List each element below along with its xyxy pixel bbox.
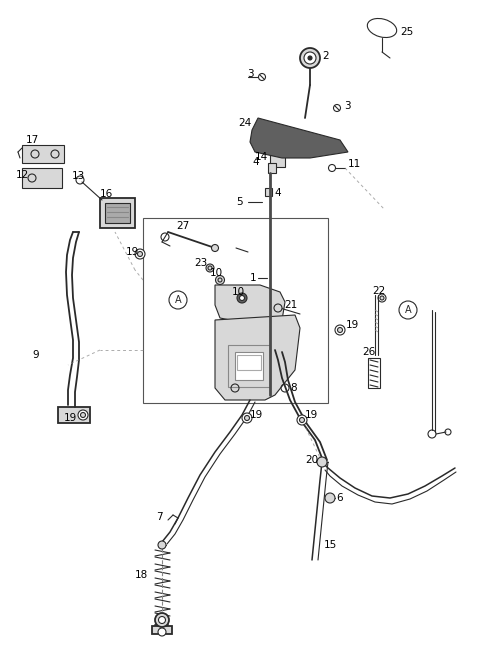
Bar xyxy=(58,407,90,423)
Text: 26: 26 xyxy=(362,347,375,357)
Circle shape xyxy=(78,410,88,420)
Text: 13: 13 xyxy=(72,171,85,181)
Circle shape xyxy=(300,417,304,422)
Bar xyxy=(235,352,263,380)
Text: 19: 19 xyxy=(346,320,359,330)
Bar xyxy=(152,626,172,634)
Text: 1: 1 xyxy=(250,273,257,283)
Bar xyxy=(268,163,276,173)
Circle shape xyxy=(240,295,244,301)
Circle shape xyxy=(335,325,345,335)
Circle shape xyxy=(158,616,166,623)
Text: 19: 19 xyxy=(64,413,77,423)
Bar xyxy=(22,145,64,163)
Circle shape xyxy=(206,264,214,272)
Text: 14: 14 xyxy=(255,152,268,162)
Bar xyxy=(100,198,135,228)
Text: 3: 3 xyxy=(344,101,350,111)
Circle shape xyxy=(135,249,145,259)
Text: 9: 9 xyxy=(32,350,38,360)
Text: 18: 18 xyxy=(135,570,148,580)
Polygon shape xyxy=(250,118,348,158)
Text: 10: 10 xyxy=(210,268,223,278)
Circle shape xyxy=(274,304,282,312)
Polygon shape xyxy=(215,285,285,325)
Circle shape xyxy=(304,52,316,64)
Text: 17: 17 xyxy=(26,135,39,145)
Text: 27: 27 xyxy=(176,221,189,231)
Text: 20: 20 xyxy=(305,455,318,465)
Text: 21: 21 xyxy=(284,300,297,310)
Text: 24: 24 xyxy=(238,118,251,128)
Text: 19: 19 xyxy=(250,410,263,420)
Circle shape xyxy=(380,296,384,300)
Text: 2: 2 xyxy=(322,51,329,61)
Text: 6: 6 xyxy=(336,493,343,503)
Text: 4: 4 xyxy=(274,188,281,198)
Circle shape xyxy=(137,251,143,257)
Circle shape xyxy=(337,327,343,332)
Text: 11: 11 xyxy=(348,159,361,169)
Bar xyxy=(368,358,380,388)
Text: 5: 5 xyxy=(236,197,242,207)
Bar xyxy=(143,218,328,403)
Circle shape xyxy=(81,413,85,417)
Bar xyxy=(265,188,272,196)
Circle shape xyxy=(242,413,252,423)
Circle shape xyxy=(212,244,218,251)
Text: 4: 4 xyxy=(252,157,259,167)
Text: 15: 15 xyxy=(324,540,337,550)
Circle shape xyxy=(244,415,250,421)
Circle shape xyxy=(317,457,327,467)
Text: 25: 25 xyxy=(400,27,413,37)
Text: 19: 19 xyxy=(305,410,318,420)
Text: 19: 19 xyxy=(126,247,139,257)
Text: 10: 10 xyxy=(232,287,245,297)
Bar xyxy=(237,355,261,370)
Text: 12: 12 xyxy=(16,170,29,180)
Text: 7: 7 xyxy=(156,512,163,522)
Text: 16: 16 xyxy=(100,189,113,199)
Text: 22: 22 xyxy=(372,286,385,296)
Circle shape xyxy=(237,293,247,303)
Circle shape xyxy=(300,48,320,68)
Circle shape xyxy=(155,613,169,627)
Text: A: A xyxy=(175,295,181,305)
Polygon shape xyxy=(215,315,300,400)
Bar xyxy=(270,155,285,167)
Bar xyxy=(105,203,130,223)
Circle shape xyxy=(297,415,307,425)
Circle shape xyxy=(158,628,166,636)
Text: 3: 3 xyxy=(247,69,253,79)
Circle shape xyxy=(308,56,312,60)
Bar xyxy=(228,345,270,387)
Text: 8: 8 xyxy=(290,383,297,393)
Circle shape xyxy=(158,541,166,549)
Text: 23: 23 xyxy=(194,258,207,268)
Circle shape xyxy=(216,275,225,284)
Bar xyxy=(22,168,62,188)
Text: A: A xyxy=(405,305,411,315)
Circle shape xyxy=(325,493,335,503)
